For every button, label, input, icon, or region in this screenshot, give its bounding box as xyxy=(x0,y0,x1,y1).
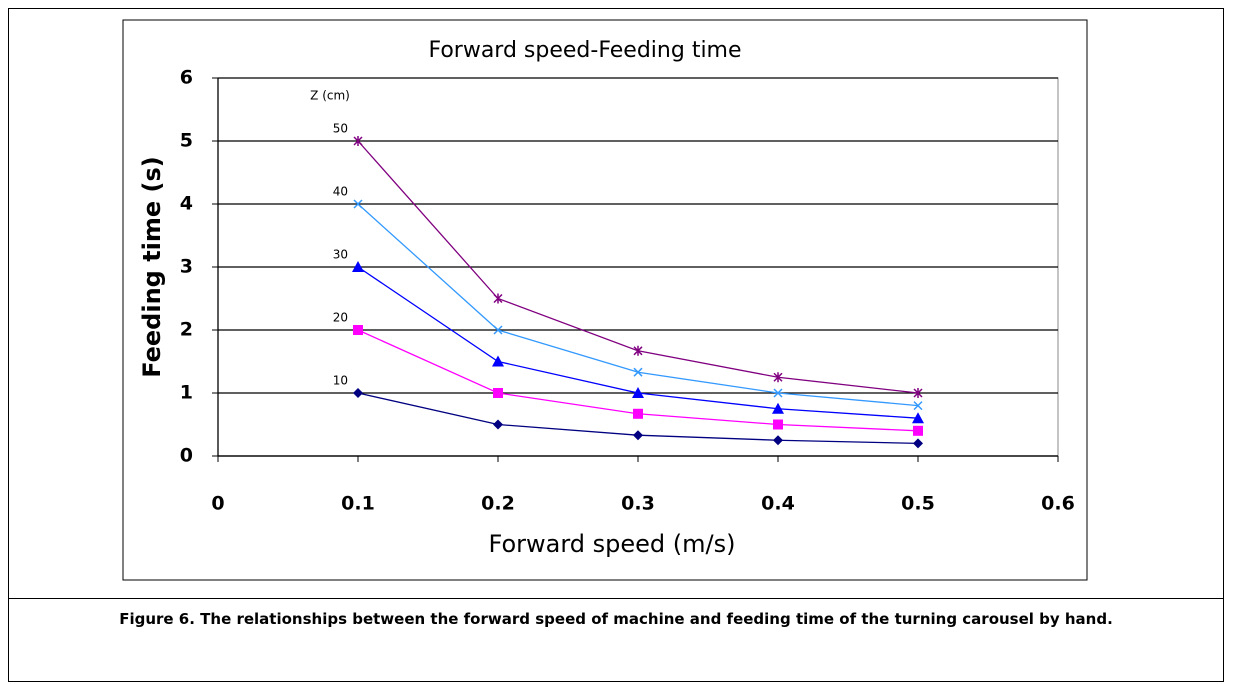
marker xyxy=(353,388,363,398)
series-label: 10 xyxy=(333,374,348,388)
y-tick-label: 3 xyxy=(180,256,193,278)
y-tick-label: 2 xyxy=(180,319,193,341)
x-tick-label: 0.1 xyxy=(341,493,375,515)
x-tick-label: 0.5 xyxy=(901,493,935,515)
chart-title: Forward speed-Feeding time xyxy=(428,38,741,63)
series-label: 40 xyxy=(333,185,348,199)
marker xyxy=(913,401,923,411)
x-tick-label: 0.4 xyxy=(761,493,795,515)
marker xyxy=(773,388,783,398)
caption-box: Figure 6. The relationships between the … xyxy=(8,598,1224,682)
marker xyxy=(492,355,504,367)
marker xyxy=(773,435,783,446)
series-label: 50 xyxy=(333,122,348,136)
marker xyxy=(353,325,363,335)
y-tick-label: 1 xyxy=(180,382,193,404)
x-tick-label: 0 xyxy=(211,493,224,515)
y-tick-label: 6 xyxy=(180,67,193,89)
marker xyxy=(633,345,643,356)
x-tick-label: 0.3 xyxy=(621,493,655,515)
x-axis-label: Forward speed (m/s) xyxy=(489,530,736,558)
marker xyxy=(913,425,923,436)
marker xyxy=(493,325,503,335)
figure-frame xyxy=(8,8,1224,682)
marker xyxy=(493,419,503,430)
y-tick-label: 0 xyxy=(180,445,193,467)
series-label: 30 xyxy=(333,248,348,262)
series-label: 20 xyxy=(333,311,348,325)
marker xyxy=(353,136,363,146)
marker xyxy=(773,372,783,383)
marker xyxy=(913,388,923,398)
marker xyxy=(913,438,923,449)
y-tick-label: 4 xyxy=(180,193,193,215)
x-tick-label: 0.2 xyxy=(481,493,515,515)
marker xyxy=(352,261,364,272)
marker xyxy=(772,402,784,414)
marker xyxy=(633,430,643,441)
caption: Figure 6. The relationships between the … xyxy=(119,610,1113,628)
legend-title: Z (cm) xyxy=(310,89,350,103)
marker xyxy=(633,367,643,377)
marker xyxy=(773,419,783,430)
marker xyxy=(912,412,924,424)
marker xyxy=(632,387,644,398)
marker xyxy=(353,199,363,209)
y-tick-label: 5 xyxy=(180,130,193,152)
chart: Forward speed-Feeding time Forward speed… xyxy=(122,19,1088,581)
x-tick-label: 0.6 xyxy=(1041,493,1075,515)
marker xyxy=(493,293,503,304)
marker xyxy=(633,408,643,419)
marker xyxy=(493,388,503,398)
y-axis-label: Feeding time (s) xyxy=(138,156,166,378)
